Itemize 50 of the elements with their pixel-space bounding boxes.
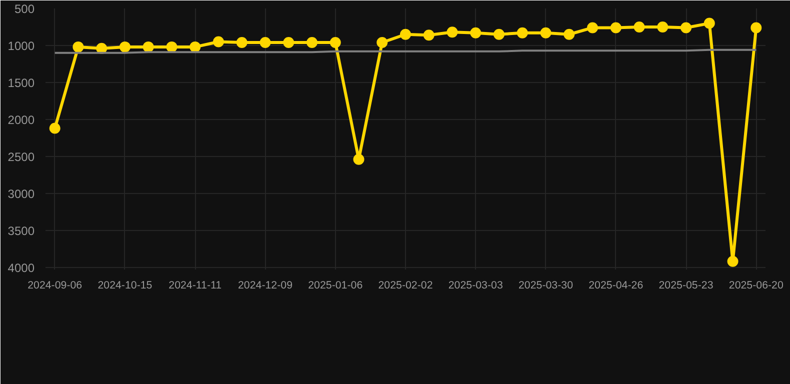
point [540, 27, 552, 38]
point [634, 21, 645, 32]
point [400, 28, 411, 40]
x-tick-label: 2025-03-30 [518, 280, 574, 292]
point [727, 256, 738, 267]
point [49, 122, 60, 134]
point [704, 18, 715, 29]
point [306, 37, 318, 48]
point [680, 22, 692, 34]
y-tick-label: 3500 [8, 224, 35, 238]
point [353, 154, 364, 165]
point [750, 22, 762, 34]
x-tick-label: 2025-06-20 [728, 280, 784, 292]
point [190, 41, 201, 52]
point [423, 30, 434, 41]
point [142, 41, 154, 52]
point [72, 41, 84, 52]
point [96, 42, 108, 54]
x-tick-label: 2025-05-23 [658, 280, 714, 292]
point [283, 37, 294, 48]
x-tick-label: 2024-10-15 [98, 280, 152, 292]
y-tick-label: 3000 [8, 186, 35, 201]
point [212, 36, 224, 48]
point [376, 37, 388, 48]
x-tick-label: 2024-11-11 [168, 280, 222, 292]
x-tick-label: 2024-09-06 [28, 280, 82, 292]
x-tick-label: 2024-12-09 [238, 280, 293, 292]
y-tick-label: 1500 [8, 76, 35, 90]
point [610, 22, 622, 34]
point [446, 26, 458, 38]
point [587, 22, 598, 34]
y-tick-label: 4000 [8, 260, 35, 275]
point [330, 37, 341, 48]
point [166, 41, 178, 52]
y-tick-label: 2500 [8, 150, 35, 164]
x-tick-label: 2025-03-03 [448, 280, 503, 292]
x-tick-label: 2025-02-02 [378, 280, 433, 292]
point [260, 37, 271, 48]
point [657, 21, 668, 32]
point [470, 27, 482, 38]
point [236, 37, 248, 48]
y-tick-label: 1000 [8, 38, 35, 53]
point [564, 28, 575, 40]
point [494, 28, 505, 40]
y-tick-label: 2000 [8, 112, 35, 127]
point [119, 41, 130, 52]
x-tick-label: 2025-01-06 [308, 280, 363, 292]
y-tick-label: 500 [14, 2, 35, 16]
x-tick-label: 2025-04-26 [588, 280, 644, 292]
point [516, 27, 528, 38]
